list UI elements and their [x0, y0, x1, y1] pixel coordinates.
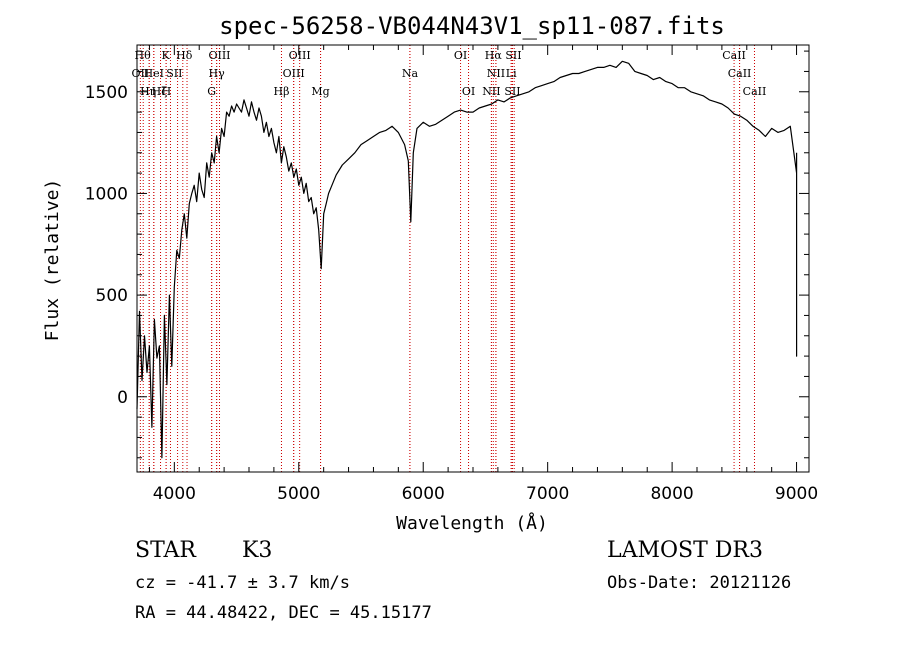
redshift-velocity: cz = -41.7 ± 3.7 km/s	[135, 573, 350, 593]
line-label-43: NII	[482, 85, 500, 98]
line-label-31: OIII	[283, 67, 305, 80]
object-class: STAR	[135, 538, 196, 563]
line-label-33: NII	[487, 67, 505, 80]
y-tick-label-500: 500	[96, 286, 128, 306]
survey-name: LAMOST DR3	[607, 538, 763, 563]
line-label-35: CaII	[728, 67, 752, 80]
line-label-39: G	[207, 85, 216, 98]
line-label-40: Hβ	[274, 85, 290, 98]
line-label-41: Mg	[311, 85, 329, 98]
y-tick-label-1500: 1500	[85, 83, 128, 103]
y-axis-ticks: 0 500 1000 1500	[85, 50, 809, 459]
x-tick-label-9000: 9000	[775, 484, 818, 504]
observation-date: Obs-Date: 20121126	[607, 573, 792, 593]
line-label-29: SII	[166, 67, 182, 80]
x-axis-label: Wavelength (Å)	[396, 512, 548, 534]
line-label-32: Na	[402, 67, 419, 80]
line-label-4: K	[162, 49, 171, 62]
x-tick-label-7000: 7000	[526, 484, 569, 504]
chart-title: spec-56258-VB044N43V1_sp11-087.fits	[219, 12, 725, 40]
line-label-30: Hγ	[209, 67, 226, 80]
x-tick-label-5000: 5000	[277, 484, 320, 504]
object-subclass: K3	[242, 538, 273, 563]
line-label-16: OI	[454, 49, 467, 62]
line-label-36: Hη	[140, 85, 156, 98]
x-tick-label-4000: 4000	[153, 484, 196, 504]
spectrum-series	[136, 60, 798, 459]
line-label-28: HeI	[144, 67, 164, 80]
line-label-7: Hδ	[176, 49, 193, 62]
line-label-34: Li	[506, 67, 517, 80]
line-label-42: OI	[462, 85, 475, 98]
spectrum-line-0	[136, 60, 798, 459]
line-label-13: OIII	[289, 49, 311, 62]
line-label-38: H	[162, 85, 172, 98]
y-tick-label-1000: 1000	[85, 184, 128, 204]
line-label-19: Hα	[485, 49, 503, 62]
x-tick-label-8000: 8000	[650, 484, 693, 504]
x-axis-ticks: 4000 5000 6000 7000 8000 9000	[148, 45, 818, 504]
line-label-22: SII	[505, 49, 521, 62]
y-axis-label: Flux (relative)	[42, 179, 63, 342]
coordinates: RA = 44.48422, DEC = 45.15177	[135, 603, 432, 623]
spectral-line-markers	[139, 45, 755, 472]
y-tick-label-0: 0	[117, 388, 128, 408]
line-label-10: OIII	[208, 49, 230, 62]
line-label-0: Hθ	[134, 49, 151, 62]
line-label-24: CaII	[722, 49, 746, 62]
plot-frame	[136, 44, 810, 473]
line-label-37: Hζ	[152, 85, 168, 98]
line-label-27: OII	[132, 67, 150, 80]
line-label-45: CaII	[743, 85, 767, 98]
line-label-44: SII	[504, 85, 520, 98]
x-tick-label-6000: 6000	[402, 484, 445, 504]
